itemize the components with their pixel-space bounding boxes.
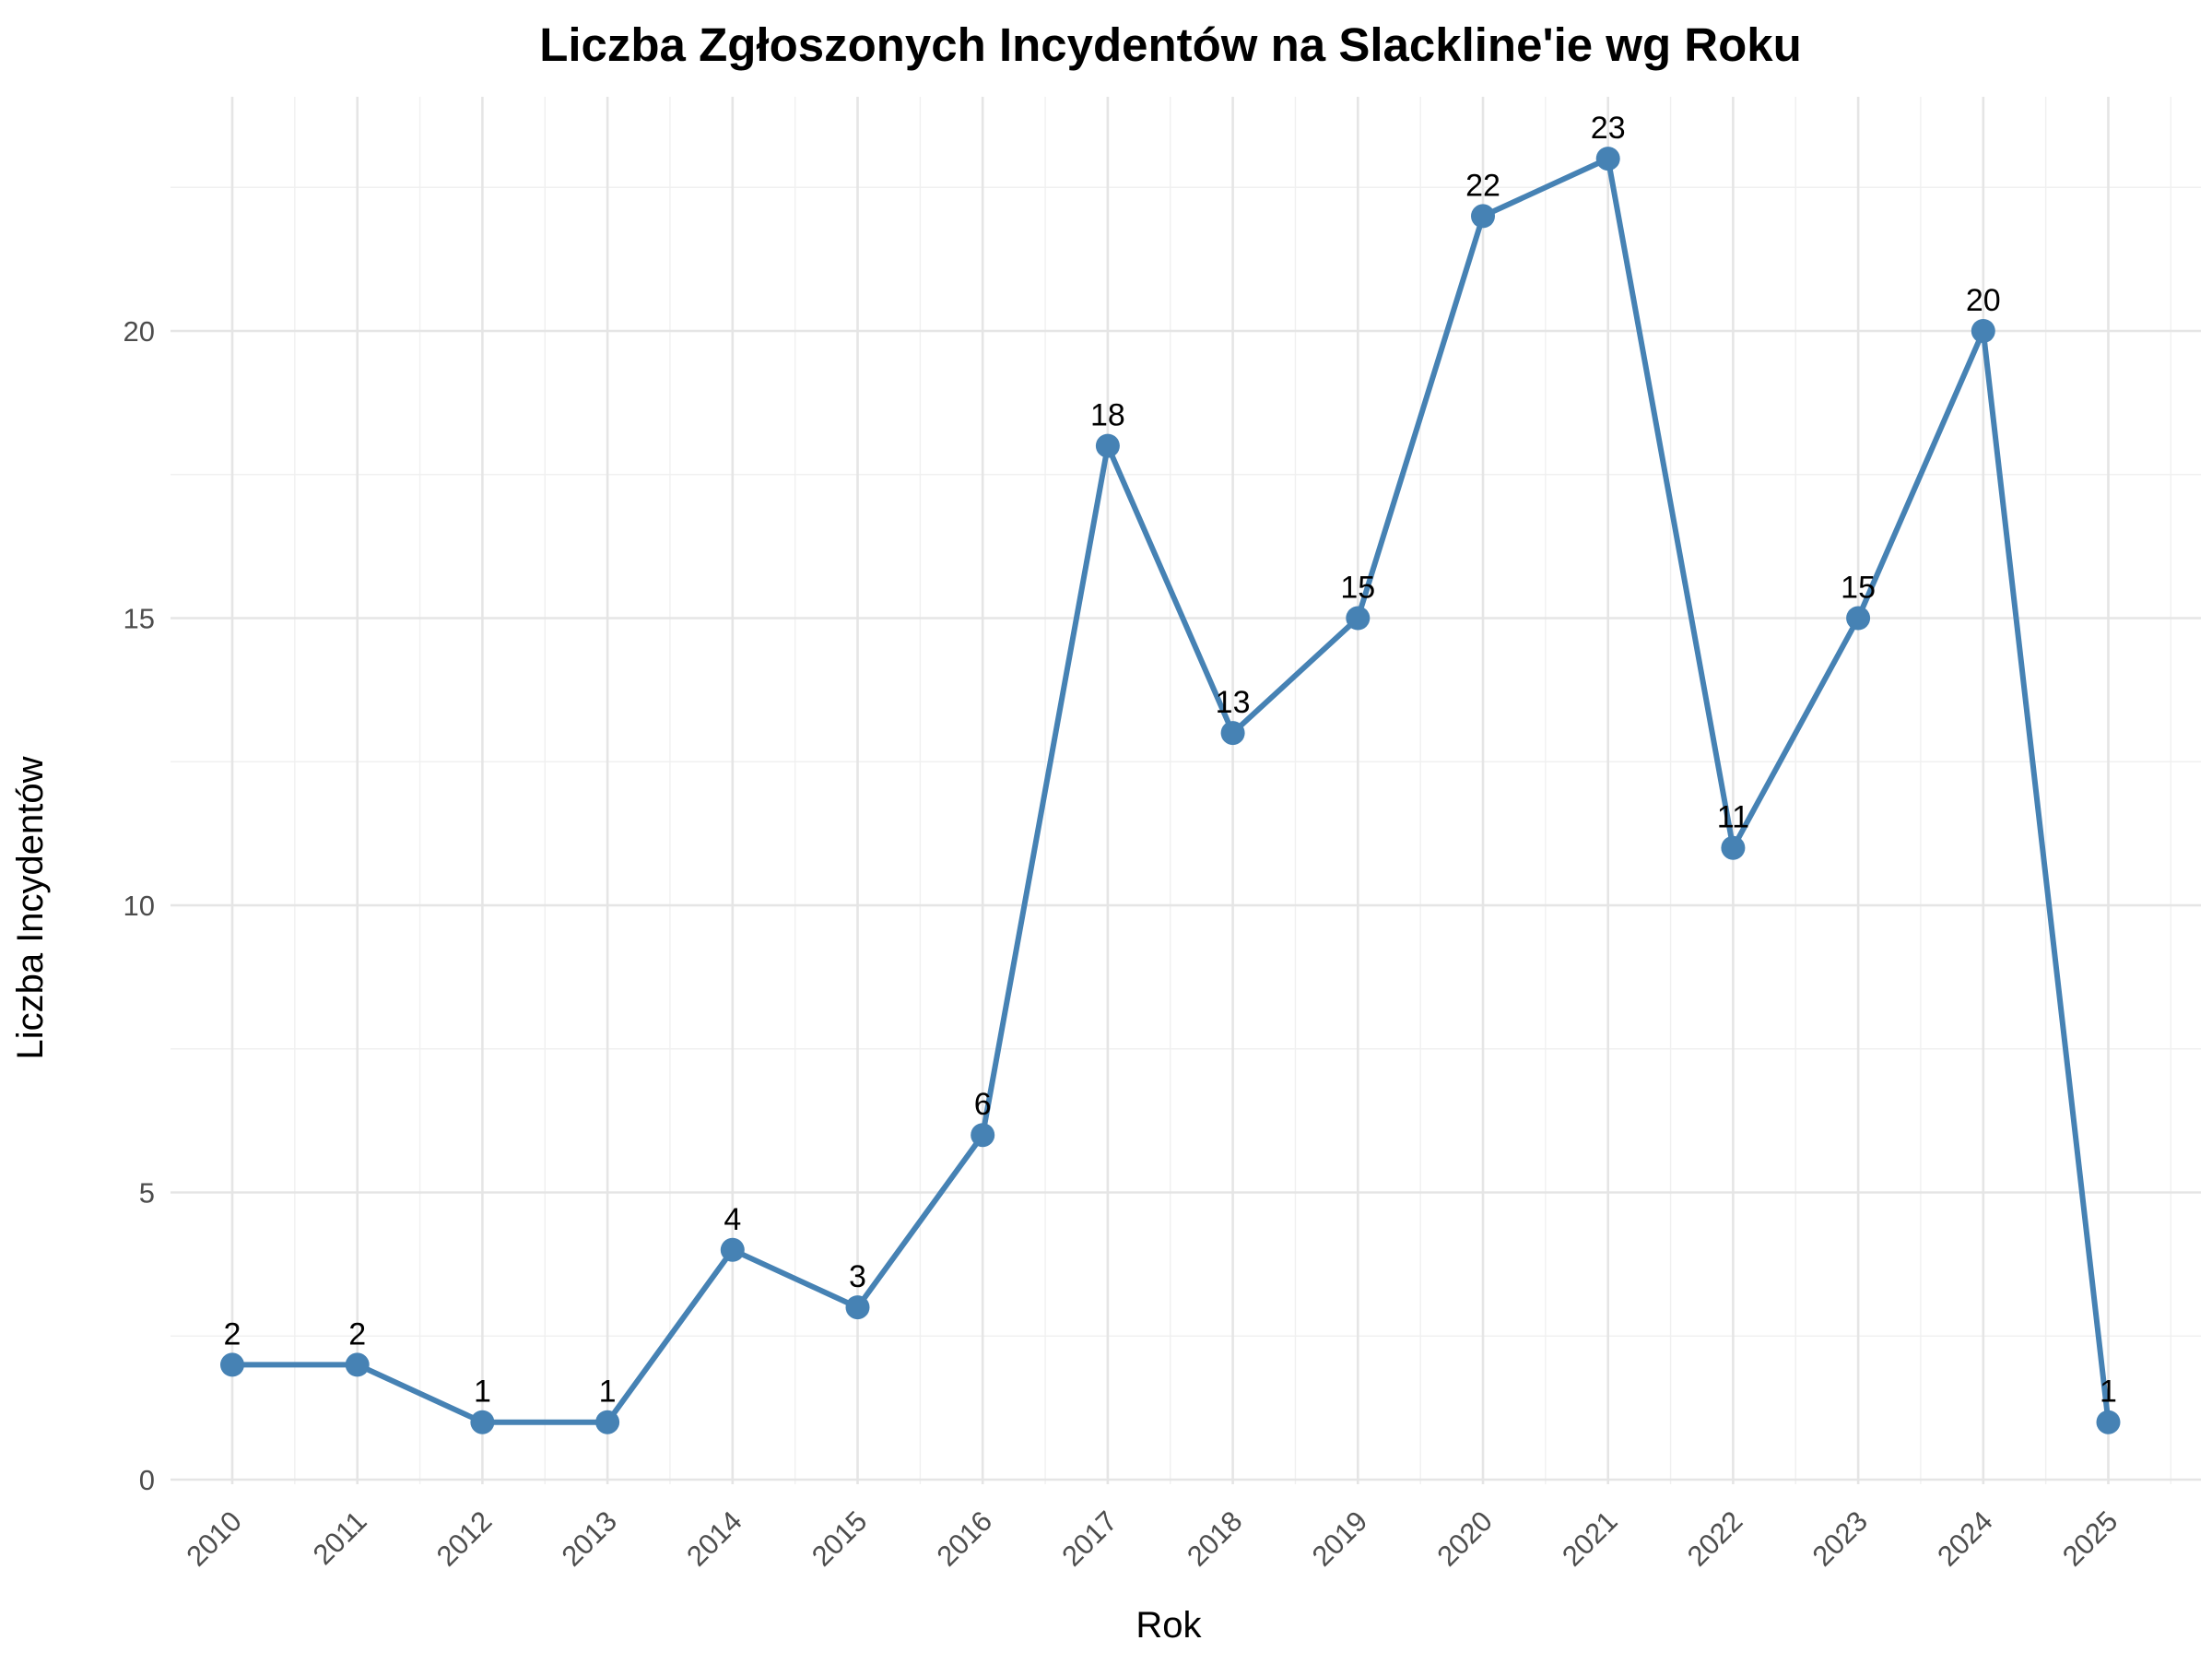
data-point (971, 1123, 995, 1148)
data-point (1220, 721, 1245, 746)
data-label: 2 (224, 1316, 241, 1351)
data-point (720, 1237, 745, 1262)
data-point (1846, 606, 1871, 631)
data-point (345, 1352, 370, 1377)
data-point (220, 1352, 244, 1377)
data-point (1095, 433, 1120, 458)
data-point (595, 1410, 620, 1434)
data-label: 4 (724, 1202, 741, 1237)
y-tick-label: 5 (139, 1177, 155, 1210)
data-label: 22 (1465, 168, 1500, 203)
y-tick-label: 20 (124, 315, 155, 348)
data-label: 18 (1090, 398, 1125, 433)
data-point (2096, 1410, 2121, 1434)
data-label: 2 (348, 1316, 366, 1351)
data-label: 6 (974, 1087, 992, 1122)
data-label: 13 (1216, 685, 1251, 720)
data-label: 3 (849, 1259, 866, 1294)
x-axis-title: Rok (1135, 1605, 1202, 1646)
data-point (845, 1295, 870, 1320)
data-label: 1 (2100, 1375, 2117, 1410)
data-point (1721, 835, 1746, 860)
y-tick-label: 0 (139, 1464, 155, 1496)
data-label: 20 (1966, 283, 2001, 318)
data-label: 1 (599, 1375, 617, 1410)
y-axis-title: Liczba Incydentów (10, 756, 51, 1059)
data-label: 15 (1340, 571, 1375, 606)
y-tick-label: 10 (124, 890, 155, 922)
data-label: 23 (1591, 111, 1626, 146)
data-points (220, 147, 2121, 1434)
y-tick-label: 15 (124, 603, 155, 635)
chart-title: Liczba Zgłoszonych Incydentów na Slackli… (539, 18, 1802, 71)
data-point (470, 1410, 495, 1434)
data-label: 11 (1717, 800, 1749, 835)
data-point (1595, 147, 1620, 171)
data-point (1471, 204, 1495, 229)
data-point (1346, 606, 1371, 631)
data-label: 1 (474, 1375, 491, 1410)
data-label: 15 (1841, 571, 1876, 606)
series-line (229, 156, 2112, 1425)
series-lines (229, 156, 2112, 1425)
data-point (1971, 319, 1995, 343)
